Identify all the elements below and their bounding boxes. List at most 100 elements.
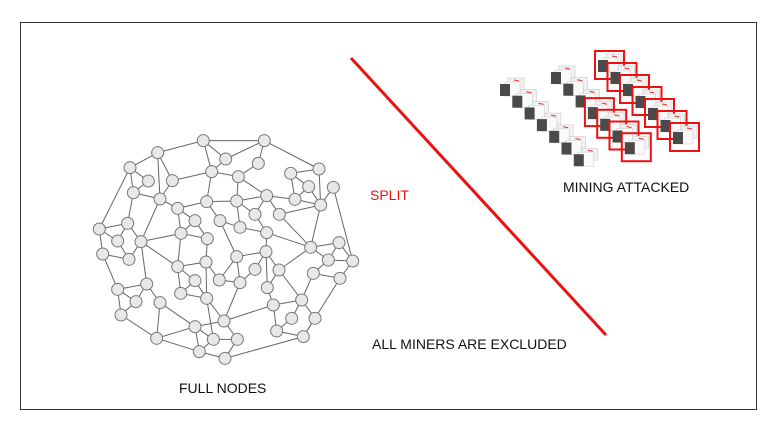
full-node bbox=[129, 295, 143, 309]
attacked-miner-icon bbox=[620, 132, 652, 163]
full-node bbox=[346, 254, 360, 268]
network-nodes bbox=[92, 134, 360, 365]
full-node bbox=[200, 195, 214, 209]
miner-icon bbox=[561, 136, 586, 155]
diagram-frame bbox=[20, 22, 757, 410]
miner-icon bbox=[500, 77, 525, 97]
full-node bbox=[218, 351, 232, 365]
full-node bbox=[257, 134, 271, 148]
full-node bbox=[295, 293, 309, 307]
network-edge bbox=[159, 302, 196, 328]
full-node bbox=[140, 277, 154, 291]
full-node bbox=[296, 330, 310, 344]
full-node bbox=[151, 146, 165, 160]
split-line bbox=[349, 56, 608, 337]
full-node bbox=[259, 245, 273, 259]
full-node bbox=[260, 281, 274, 295]
full-node bbox=[205, 165, 219, 179]
network-edge bbox=[302, 278, 341, 337]
full-node bbox=[174, 286, 188, 300]
network-edge bbox=[157, 152, 161, 200]
full-node bbox=[314, 198, 328, 212]
full-node bbox=[308, 311, 322, 325]
network-edge bbox=[278, 213, 312, 248]
full-node bbox=[288, 192, 302, 206]
network-edge bbox=[157, 140, 204, 154]
network-edge bbox=[223, 304, 274, 322]
network-edge bbox=[264, 140, 320, 170]
miner-icon bbox=[563, 77, 588, 97]
full-node bbox=[248, 207, 262, 221]
full-node bbox=[302, 180, 316, 194]
full-node bbox=[230, 194, 244, 208]
full-node bbox=[150, 331, 164, 345]
network-edge bbox=[140, 198, 161, 242]
attack-highlight-box bbox=[656, 110, 688, 140]
attacked-miner-icon bbox=[669, 122, 700, 152]
full-node bbox=[233, 276, 247, 290]
full-node bbox=[219, 152, 233, 166]
full-node bbox=[272, 263, 286, 277]
miner-icon bbox=[524, 101, 549, 120]
full-node bbox=[200, 232, 214, 246]
network-edge bbox=[332, 187, 354, 262]
network-edge bbox=[120, 314, 157, 339]
full-node bbox=[134, 235, 148, 249]
full-node bbox=[217, 314, 231, 328]
network-edge bbox=[279, 204, 321, 215]
network-edge bbox=[223, 282, 241, 322]
miner-icon bbox=[549, 124, 574, 144]
full-node bbox=[270, 324, 284, 338]
full-node bbox=[192, 345, 206, 359]
network-edge bbox=[140, 241, 148, 285]
full-node bbox=[233, 220, 247, 234]
attack-highlight-box bbox=[596, 108, 628, 139]
attacked-miner-icon bbox=[644, 98, 675, 128]
full-node bbox=[165, 174, 179, 188]
network-edge bbox=[206, 298, 214, 340]
miner-icon bbox=[536, 112, 562, 132]
full-node bbox=[171, 260, 185, 274]
full-node bbox=[333, 271, 347, 285]
full-node bbox=[171, 201, 185, 215]
full-node bbox=[188, 214, 202, 228]
full-node bbox=[230, 250, 244, 264]
attack-highlight-box bbox=[608, 120, 640, 151]
network-edge bbox=[140, 241, 178, 268]
full-nodes-label: FULL NODES bbox=[179, 380, 267, 396]
full-node bbox=[196, 134, 210, 148]
full-node bbox=[199, 255, 213, 269]
attack-highlight-box bbox=[606, 62, 638, 92]
network-edge bbox=[156, 337, 200, 353]
attacked-miner-icon bbox=[596, 108, 628, 139]
full-node bbox=[284, 166, 298, 180]
full-node bbox=[230, 332, 244, 346]
full-node bbox=[153, 296, 167, 310]
all-miners-excluded-label: ALL MINERS ARE EXCLUDED bbox=[372, 336, 567, 352]
miner-icon bbox=[573, 147, 599, 167]
network-edge bbox=[310, 204, 322, 248]
full-node bbox=[92, 222, 106, 236]
network-edge bbox=[219, 220, 238, 257]
network-edge bbox=[156, 326, 196, 339]
full-node bbox=[332, 236, 346, 250]
full-node bbox=[126, 186, 140, 200]
full-node bbox=[111, 282, 125, 296]
miner-icon bbox=[512, 89, 537, 109]
full-node bbox=[231, 170, 245, 184]
full-node bbox=[212, 273, 226, 287]
network-edge bbox=[266, 232, 311, 248]
full-node bbox=[200, 291, 214, 305]
full-node bbox=[326, 180, 340, 194]
network-edge bbox=[98, 167, 131, 230]
network-edge bbox=[224, 336, 304, 359]
full-node bbox=[153, 192, 167, 206]
network-edge bbox=[225, 140, 265, 160]
full-node bbox=[285, 311, 299, 325]
miner-icon bbox=[551, 65, 576, 85]
full-node bbox=[206, 332, 220, 346]
attack-highlight-box bbox=[594, 50, 625, 80]
full-node bbox=[123, 161, 137, 175]
full-node bbox=[174, 226, 188, 240]
